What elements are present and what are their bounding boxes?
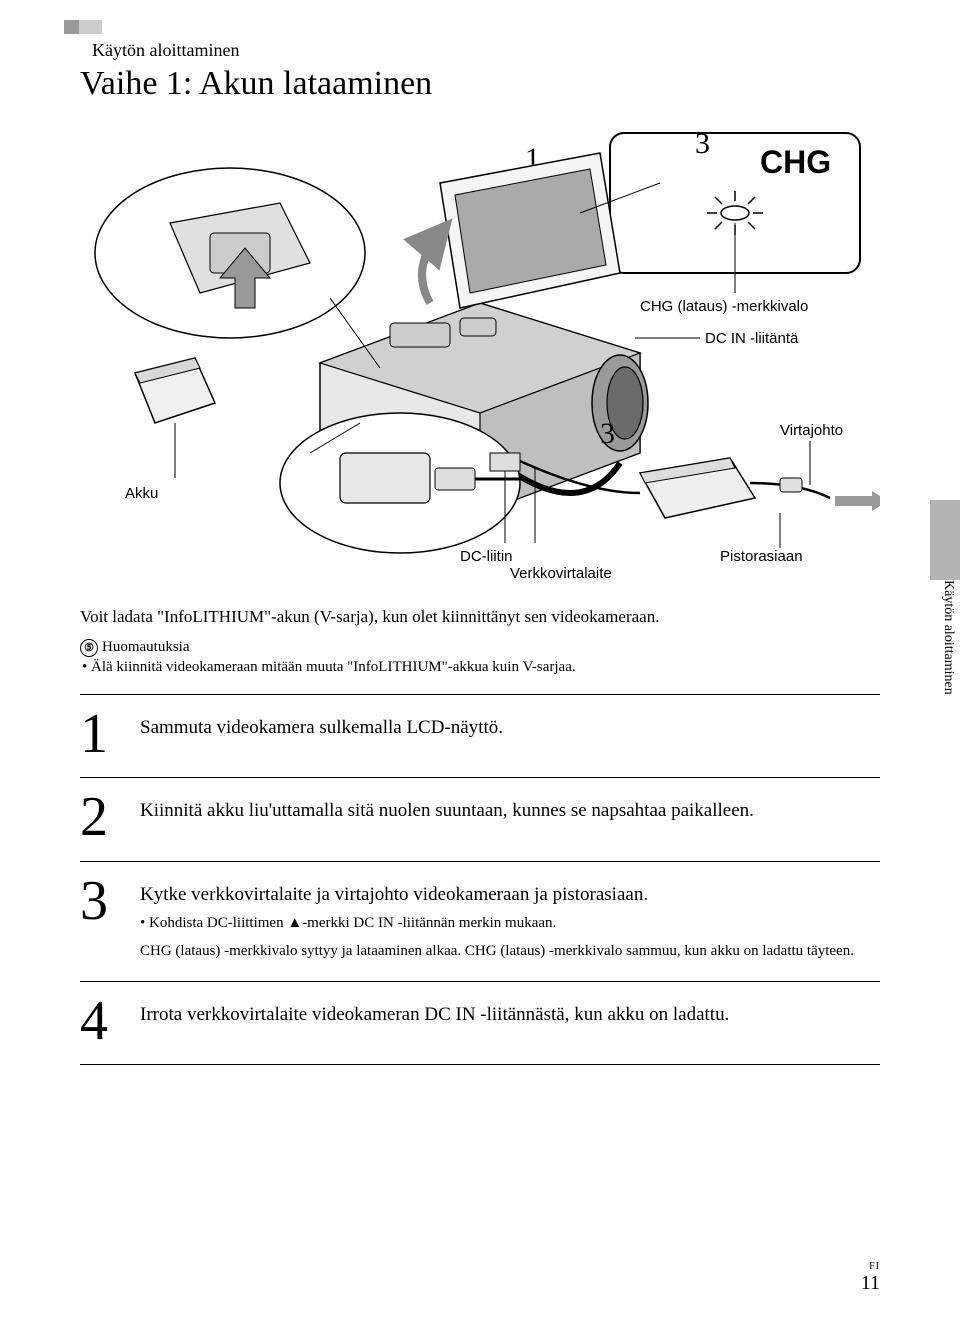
step-title: Kiinnitä akku liu'uttamalla sitä nuolen … [140, 798, 880, 824]
callout-power-cord: Virtajohto [780, 422, 843, 439]
step-2: 2 Kiinnitä akku liu'uttamalla sitä nuole… [80, 777, 880, 860]
step-num: 3 [80, 876, 124, 926]
note-block: ⑤ Huomautuksia • Älä kiinnitä videokamer… [80, 639, 880, 676]
step-3: 3 Kytke verkkovirtalaite ja virtajohto v… [80, 861, 880, 981]
charging-diagram: CHG 3 CHG (lataus) -merkkivalo 1 2 [80, 123, 880, 593]
step-title: Irrota verkkovirtalaite videokameran DC … [140, 1002, 880, 1028]
note-icon: ⑤ [80, 639, 98, 657]
ac-adapter [640, 458, 755, 518]
dc-detail-bubble [280, 413, 520, 553]
callout-ac-adapter: Verkkovirtalaite [510, 565, 612, 582]
lcd-screen [422, 153, 620, 308]
page-tab-marker [64, 20, 102, 34]
section-label: Käytön aloittaminen [92, 40, 880, 61]
callout-dc-plug: DC-liitin [460, 548, 513, 565]
footer-page-num: 11 [861, 1272, 880, 1295]
diagram-step-3-mid: 3 [600, 417, 615, 450]
callout-chg-light: CHG (lataus) -merkkivalo [640, 298, 808, 315]
page-footer: FI 11 [861, 1261, 880, 1295]
side-tab-label: Käytön aloittaminen [940, 580, 956, 695]
step-title: Kytke verkkovirtalaite ja virtajohto vid… [140, 882, 880, 908]
side-tab: Käytön aloittaminen [930, 540, 960, 720]
steps-list: 1 Sammuta videokamera sulkemalla LCD-näy… [80, 694, 880, 1065]
callout-battery: Akku [125, 485, 158, 502]
step-num: 4 [80, 996, 124, 1046]
callout-to-outlet: Pistorasiaan [720, 548, 803, 565]
note-bullet: • Älä kiinnitä videokameraan mitään muut… [82, 659, 880, 676]
diagram-svg: CHG 3 CHG (lataus) -merkkivalo 1 2 [80, 123, 880, 593]
intro-text: Voit ladata "InfoLITHIUM"-akun (V-sarja)… [80, 605, 780, 629]
footer-lang: FI [861, 1261, 880, 1272]
step-num: 1 [80, 709, 124, 759]
dc-plug [490, 453, 520, 471]
chg-label: CHG [760, 144, 831, 180]
step-sub: CHG (lataus) -merkkivalo syttyy ja lataa… [140, 941, 880, 963]
callout-dc-in: DC IN -liitäntä [705, 330, 799, 347]
battery-detail-bubble [95, 168, 380, 368]
step-num: 2 [80, 792, 124, 842]
step-sub: Kohdista DC-liittimen ▲-merkki DC IN -li… [140, 913, 880, 935]
diagram-step-3-top: 3 [695, 127, 710, 160]
page-title: Vaihe 1: Akun lataaminen [80, 65, 880, 103]
battery-pack [135, 358, 215, 478]
step-4: 4 Irrota verkkovirtalaite videokameran D… [80, 981, 880, 1065]
step-title: Sammuta videokamera sulkemalla LCD-näytt… [140, 715, 880, 741]
note-header-text: Huomautuksia [102, 639, 190, 656]
step-1: 1 Sammuta videokamera sulkemalla LCD-näy… [80, 694, 880, 777]
